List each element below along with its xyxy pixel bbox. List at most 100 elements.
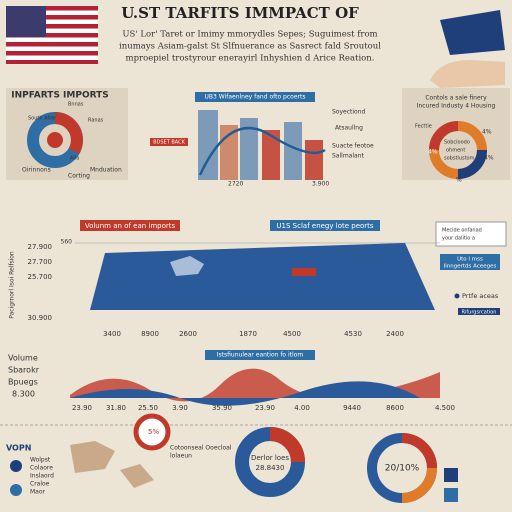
x-label: 2400 xyxy=(386,330,404,338)
donut xyxy=(429,121,487,179)
subtitle: inumays Asiam-galst St Slfnuerance as Sa… xyxy=(119,42,381,52)
donut xyxy=(27,112,83,168)
note-box xyxy=(435,221,507,247)
label: Mnduation xyxy=(90,167,122,174)
subtitle: mproepiel trostyrour enerayirl Inhyshien… xyxy=(126,54,375,64)
label: Atsaullng xyxy=(335,125,363,132)
x-label: 2720 xyxy=(228,181,243,188)
banner xyxy=(195,92,315,102)
label: Corting xyxy=(68,173,90,180)
x-label: 8600 xyxy=(386,404,404,412)
label: Fecttie xyxy=(415,124,432,130)
banner-text: Volunm an of ean imports xyxy=(85,222,176,230)
label: Oirinnons xyxy=(22,167,51,174)
side-text: Uto I mss xyxy=(457,257,483,263)
tag xyxy=(150,138,188,146)
x-label: 31.80 xyxy=(106,404,126,412)
legend-box xyxy=(458,308,500,315)
icon xyxy=(10,484,22,496)
note: Mecide onfanad xyxy=(442,228,482,234)
donut-label: 20/10% xyxy=(385,464,420,474)
line xyxy=(198,126,326,176)
label: Soyectiond xyxy=(332,109,366,116)
caption: lolaeun xyxy=(170,453,192,460)
subtitle: US' Lor' Taret or Imimy mmorydles Sepes;… xyxy=(122,30,377,40)
donut xyxy=(235,427,305,497)
flag xyxy=(6,6,98,64)
list-item: Inslaord xyxy=(30,473,54,480)
title: U.ST TARFITS IMMPACT OF xyxy=(121,4,359,22)
y-label: 30.900 xyxy=(28,314,53,322)
panel-title: Contols a sale finery xyxy=(425,95,487,102)
icon xyxy=(10,460,22,472)
label: Suacte feotoe xyxy=(332,143,374,150)
banner xyxy=(205,350,315,360)
x-label: 4530 xyxy=(344,330,362,338)
donut-label: 28.8430 xyxy=(256,464,285,472)
percent: 4% xyxy=(482,129,492,136)
icon xyxy=(444,468,458,482)
label: Bnnas xyxy=(68,102,84,108)
list-item: Maor xyxy=(30,489,46,496)
label: Ranas xyxy=(88,118,104,124)
left-label: 8.300 xyxy=(12,390,35,399)
y-label: 27.900 xyxy=(28,243,53,251)
percent: 4% xyxy=(484,155,494,162)
icon xyxy=(444,488,458,502)
x-label: 3.90 xyxy=(172,404,188,412)
map-shape xyxy=(170,256,204,276)
banner xyxy=(270,220,380,231)
panel-title: INPFARTS IMPORTS xyxy=(11,91,109,101)
label: ohment xyxy=(446,148,465,154)
x-label: 23.90 xyxy=(72,404,92,412)
donut-label: Derlor loes xyxy=(251,454,289,462)
x-label: 35.90 xyxy=(212,404,232,412)
percent: % xyxy=(456,177,462,184)
caption: Cotoonseal Ooecloal xyxy=(170,445,232,452)
label: Sobcioodo xyxy=(444,140,470,146)
logo: VOPN xyxy=(6,444,31,453)
bars xyxy=(198,110,323,180)
legend-text: Prtfe aceas xyxy=(462,292,499,300)
list-item: Craloe xyxy=(30,481,50,488)
label: Alla xyxy=(70,156,79,162)
y-title: Pacigrnorl Isoi Relfsion xyxy=(9,251,16,319)
donut xyxy=(133,413,171,451)
left-label: Bpuegs xyxy=(8,378,38,387)
highlight xyxy=(292,268,316,276)
x-label: 4500 xyxy=(283,330,301,338)
list-item: Wolpst xyxy=(30,457,51,464)
x-label: 8900 xyxy=(141,330,159,338)
side-text: Iinngertds Aceeges xyxy=(444,264,497,270)
hand-icon xyxy=(430,10,505,88)
map-grid xyxy=(90,243,435,310)
donut xyxy=(367,433,437,503)
y-label: 25.700 xyxy=(28,273,53,281)
tag-text: BDSET BACK xyxy=(153,140,186,146)
map-shape xyxy=(70,441,154,488)
x-label: 9440 xyxy=(343,404,361,412)
note: your dalitio a xyxy=(442,236,475,242)
x-label: 25.50 xyxy=(138,404,158,412)
legend-text: Rifurgsrcation xyxy=(462,310,497,316)
left-label: Volume xyxy=(8,354,38,363)
list-item: Colaore xyxy=(30,465,53,472)
panel-title: UB3 Wifaenlney fand ofto pcoerts xyxy=(205,94,306,101)
x-label: 1870 xyxy=(239,330,257,338)
x-label: 4.500 xyxy=(435,404,455,412)
label: sobstlustom xyxy=(444,156,475,162)
banner-text: U1S Sclaf enegy lote peorts xyxy=(276,222,373,230)
percent: 5% xyxy=(148,428,159,436)
panel-title: Incured Industy 4 Housing xyxy=(417,103,496,110)
x-label: 3400 xyxy=(103,330,121,338)
x-label: 2600 xyxy=(179,330,197,338)
legend-dot xyxy=(454,293,460,299)
panel-title: Istsfiunulear eantion fo itlom xyxy=(217,352,304,359)
banner xyxy=(80,220,180,231)
wave xyxy=(70,368,440,402)
axis-label: 560 xyxy=(61,239,73,246)
x-label: 3.900 xyxy=(312,181,329,188)
percent: 4% xyxy=(428,149,438,156)
label: Sallmalant xyxy=(332,153,364,160)
